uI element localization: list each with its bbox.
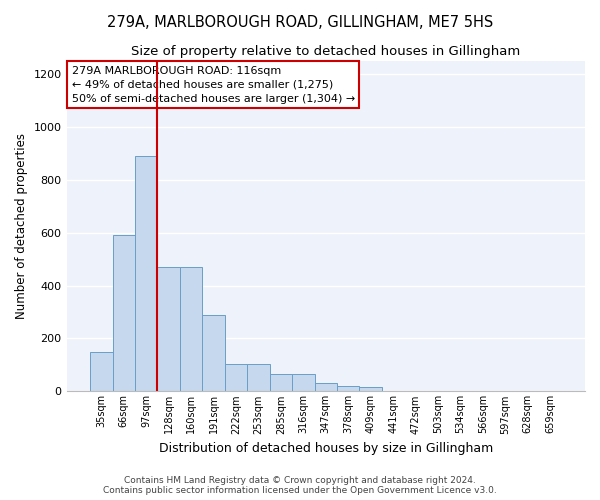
Y-axis label: Number of detached properties: Number of detached properties <box>15 133 28 319</box>
Bar <box>180 267 202 392</box>
Bar <box>113 235 135 392</box>
Bar <box>202 314 225 392</box>
Bar <box>90 352 113 392</box>
Bar <box>135 156 157 392</box>
Bar <box>269 374 292 392</box>
Bar <box>157 267 180 392</box>
Text: 279A, MARLBOROUGH ROAD, GILLINGHAM, ME7 5HS: 279A, MARLBOROUGH ROAD, GILLINGHAM, ME7 … <box>107 15 493 30</box>
Text: Contains HM Land Registry data © Crown copyright and database right 2024.
Contai: Contains HM Land Registry data © Crown c… <box>103 476 497 495</box>
Bar <box>359 388 382 392</box>
Bar <box>225 364 247 392</box>
Bar <box>337 386 359 392</box>
Bar <box>292 374 314 392</box>
X-axis label: Distribution of detached houses by size in Gillingham: Distribution of detached houses by size … <box>158 442 493 455</box>
Text: 279A MARLBOROUGH ROAD: 116sqm
← 49% of detached houses are smaller (1,275)
50% o: 279A MARLBOROUGH ROAD: 116sqm ← 49% of d… <box>72 66 355 104</box>
Title: Size of property relative to detached houses in Gillingham: Size of property relative to detached ho… <box>131 45 520 58</box>
Bar <box>314 384 337 392</box>
Bar <box>247 364 269 392</box>
